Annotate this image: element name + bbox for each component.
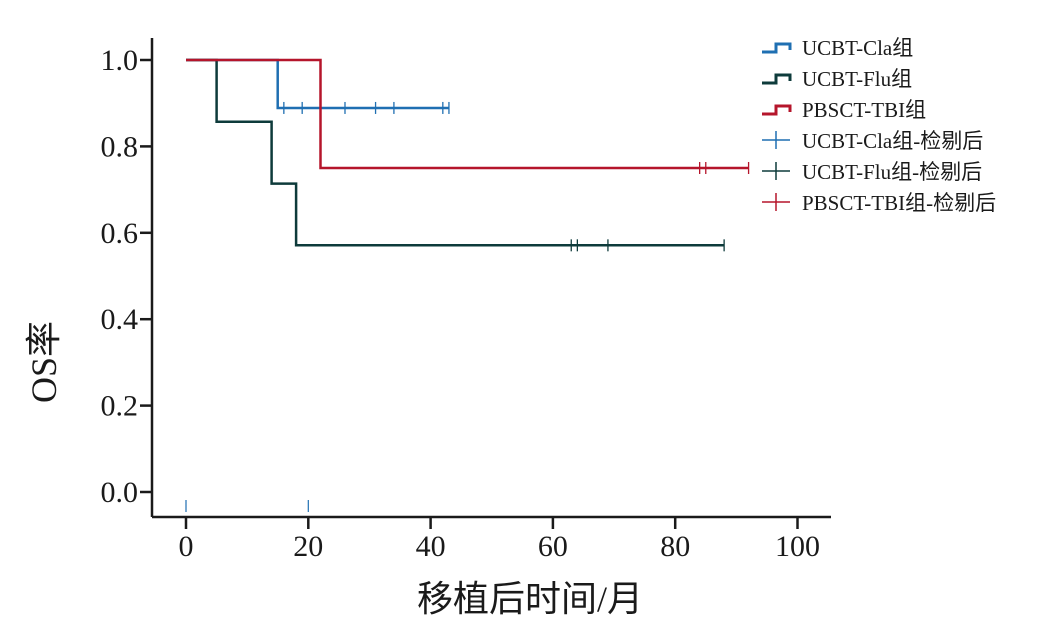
series-layer bbox=[186, 58, 749, 247]
x-ticks: 0 20 40 60 80 100 bbox=[179, 517, 820, 563]
x-tick-label: 0 bbox=[179, 530, 194, 563]
legend-swatch bbox=[762, 104, 792, 116]
legend-swatch bbox=[762, 73, 792, 85]
y-ticks: 0.0 0.2 0.4 0.6 0.8 1.0 bbox=[101, 44, 152, 509]
y-tick-label: 0.8 bbox=[101, 130, 139, 163]
legend-label: PBSCT-TBI组 bbox=[802, 98, 926, 122]
series-line bbox=[186, 58, 725, 247]
x-tick-label: 100 bbox=[775, 530, 820, 563]
x-axis-title: 移植后时间/月 bbox=[417, 579, 643, 619]
legend-label: UCBT-Cla组 bbox=[802, 36, 913, 60]
legend-label: PBSCT-TBI组-检剔后 bbox=[802, 191, 996, 215]
y-tick-label: 0.2 bbox=[101, 390, 139, 423]
x-tick-label: 60 bbox=[538, 530, 568, 563]
y-tick-label: 0.0 bbox=[101, 476, 139, 509]
x-tick-label: 80 bbox=[660, 530, 690, 563]
legend-label: UCBT-Flu组-检剔后 bbox=[802, 160, 982, 184]
legend-swatch bbox=[762, 42, 792, 54]
legend: UCBT-Cla组 UCBT-Flu组 PBSCT-TBI组 UCBT-Cla组-检剔… bbox=[762, 36, 996, 215]
y-tick-label: 0.4 bbox=[101, 303, 139, 336]
axes: 0.0 0.2 0.4 0.6 0.8 1.0 0 20 40 60 80 100 bbox=[101, 38, 831, 563]
legend-label: UCBT-Flu组 bbox=[802, 67, 912, 91]
y-axis-title: OS率 bbox=[24, 321, 64, 403]
y-tick-label: 0.6 bbox=[101, 217, 139, 250]
series-line bbox=[186, 58, 449, 110]
series-line bbox=[186, 58, 749, 170]
y-tick-label: 1.0 bbox=[101, 44, 139, 77]
censor-layer bbox=[283, 101, 750, 252]
legend-label: UCBT-Cla组-检剔后 bbox=[802, 129, 983, 153]
x-tick-label: 20 bbox=[293, 530, 323, 563]
x-tick-label: 40 bbox=[416, 530, 446, 563]
extra-marks bbox=[185, 500, 309, 512]
